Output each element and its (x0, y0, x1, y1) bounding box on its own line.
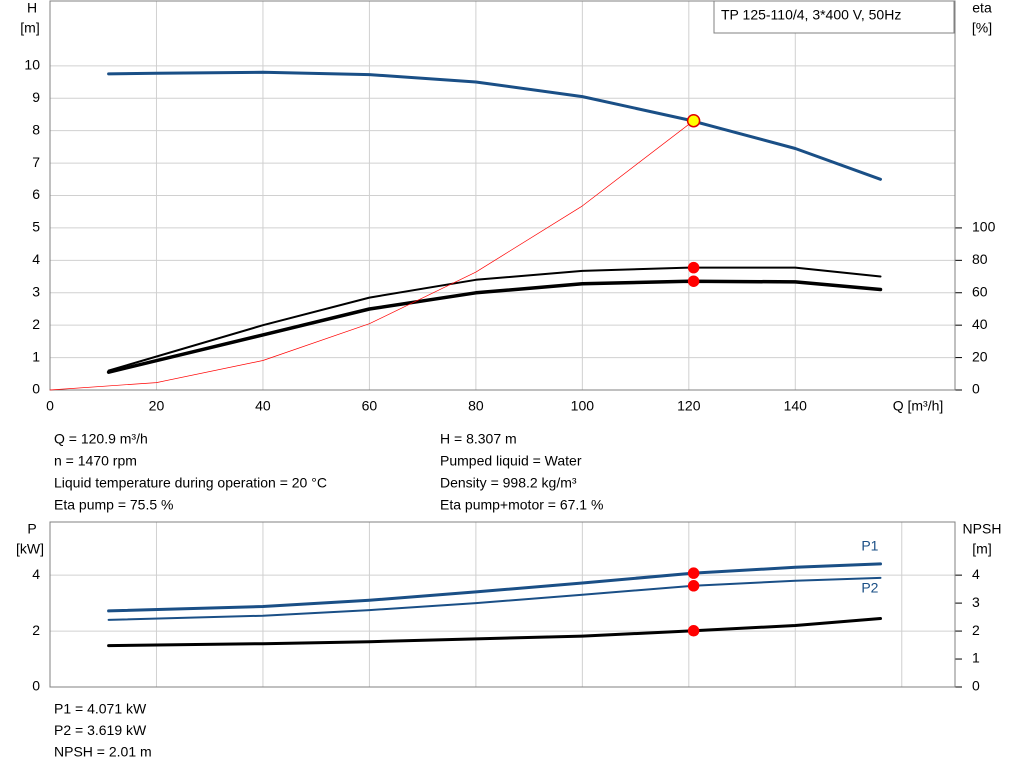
duty-point (687, 275, 700, 287)
info-text: P1 = 4.071 kW (54, 701, 147, 717)
title-box (713, 0, 955, 34)
y-axis-label: H (27, 0, 37, 16)
info-text: Q = 120.9 m³/h (54, 431, 148, 447)
y2-tick-label: 100 (972, 219, 996, 235)
info-text: Eta pump = 75.5 % (54, 497, 173, 513)
curve (107, 562, 882, 613)
y2-tick-label: 60 (972, 283, 988, 299)
x-tick-label: 80 (468, 398, 484, 414)
x-tick-label: 60 (362, 398, 378, 414)
curve (49, 120, 694, 391)
curve-label: P2 (861, 580, 878, 596)
info-text: NPSH = 2.01 m (54, 744, 152, 760)
y2-axis-unit: [%] (972, 20, 992, 36)
y-tick-label: 9 (32, 89, 40, 105)
x-axis-label: Q [m³/h] (893, 398, 944, 414)
info-text: Pumped liquid = Water (440, 453, 582, 469)
y-tick-label: 0 (32, 381, 40, 397)
y-axis-label: P (27, 521, 36, 537)
curve-label: P1 (861, 538, 878, 554)
title: TP 125-110/4, 3*400 V, 50Hz (721, 7, 901, 23)
y2-tick-label: 2 (972, 622, 980, 638)
info-text: P2 = 3.619 kW (54, 722, 147, 738)
duty-point (686, 113, 701, 128)
x-tick-label: 120 (677, 398, 701, 414)
y-tick-label: 10 (24, 57, 40, 73)
duty-point (687, 567, 700, 579)
y2-axis-label: NPSH (963, 521, 1002, 537)
y2-tick-label: 0 (972, 678, 980, 694)
x-tick-label: 0 (46, 398, 54, 414)
info-text: n = 1470 rpm (54, 453, 137, 469)
x-tick-label: 100 (571, 398, 595, 414)
y-tick-label: 1 (32, 348, 40, 364)
y-axis-unit: [m] (20, 20, 39, 36)
y2-tick-label: 4 (972, 566, 980, 582)
y-tick-label: 3 (32, 283, 40, 299)
y-tick-label: 7 (32, 154, 40, 170)
y2-tick-label: 0 (972, 381, 980, 397)
plot-frame (49, 521, 956, 688)
curve (107, 266, 882, 372)
y2-axis-unit: [m] (972, 541, 991, 557)
info-text: Density = 998.2 kg/m³ (440, 475, 577, 491)
y-tick-label: 2 (32, 622, 40, 638)
y2-tick-label: 20 (972, 348, 988, 364)
curve (107, 70, 882, 181)
plot-frame (49, 0, 956, 391)
y2-axis-label: eta (972, 0, 992, 16)
x-tick-label: 20 (149, 398, 165, 414)
curve (107, 617, 882, 648)
y-tick-label: 8 (32, 121, 40, 137)
info-text: H = 8.307 m (440, 431, 517, 447)
info-text: Eta pump+motor = 67.1 % (440, 497, 603, 513)
y-tick-label: 0 (32, 678, 40, 694)
y-tick-label: 6 (32, 186, 40, 202)
y2-tick-label: 1 (972, 650, 980, 666)
y-axis-unit: [kW] (16, 541, 44, 557)
y-tick-label: 4 (32, 566, 40, 582)
y-tick-label: 5 (32, 219, 40, 235)
y-tick-label: 4 (32, 251, 40, 267)
info-text: Liquid temperature during operation = 20… (54, 475, 327, 491)
x-tick-label: 140 (784, 398, 808, 414)
curve (106, 279, 883, 374)
curve (107, 576, 882, 621)
duty-point (687, 625, 700, 637)
y2-tick-label: 80 (972, 251, 988, 267)
x-tick-label: 40 (255, 398, 271, 414)
y2-tick-label: 3 (972, 594, 980, 610)
y-tick-label: 2 (32, 316, 40, 332)
duty-point (687, 261, 700, 274)
duty-point (687, 580, 700, 592)
y2-tick-label: 40 (972, 316, 988, 332)
